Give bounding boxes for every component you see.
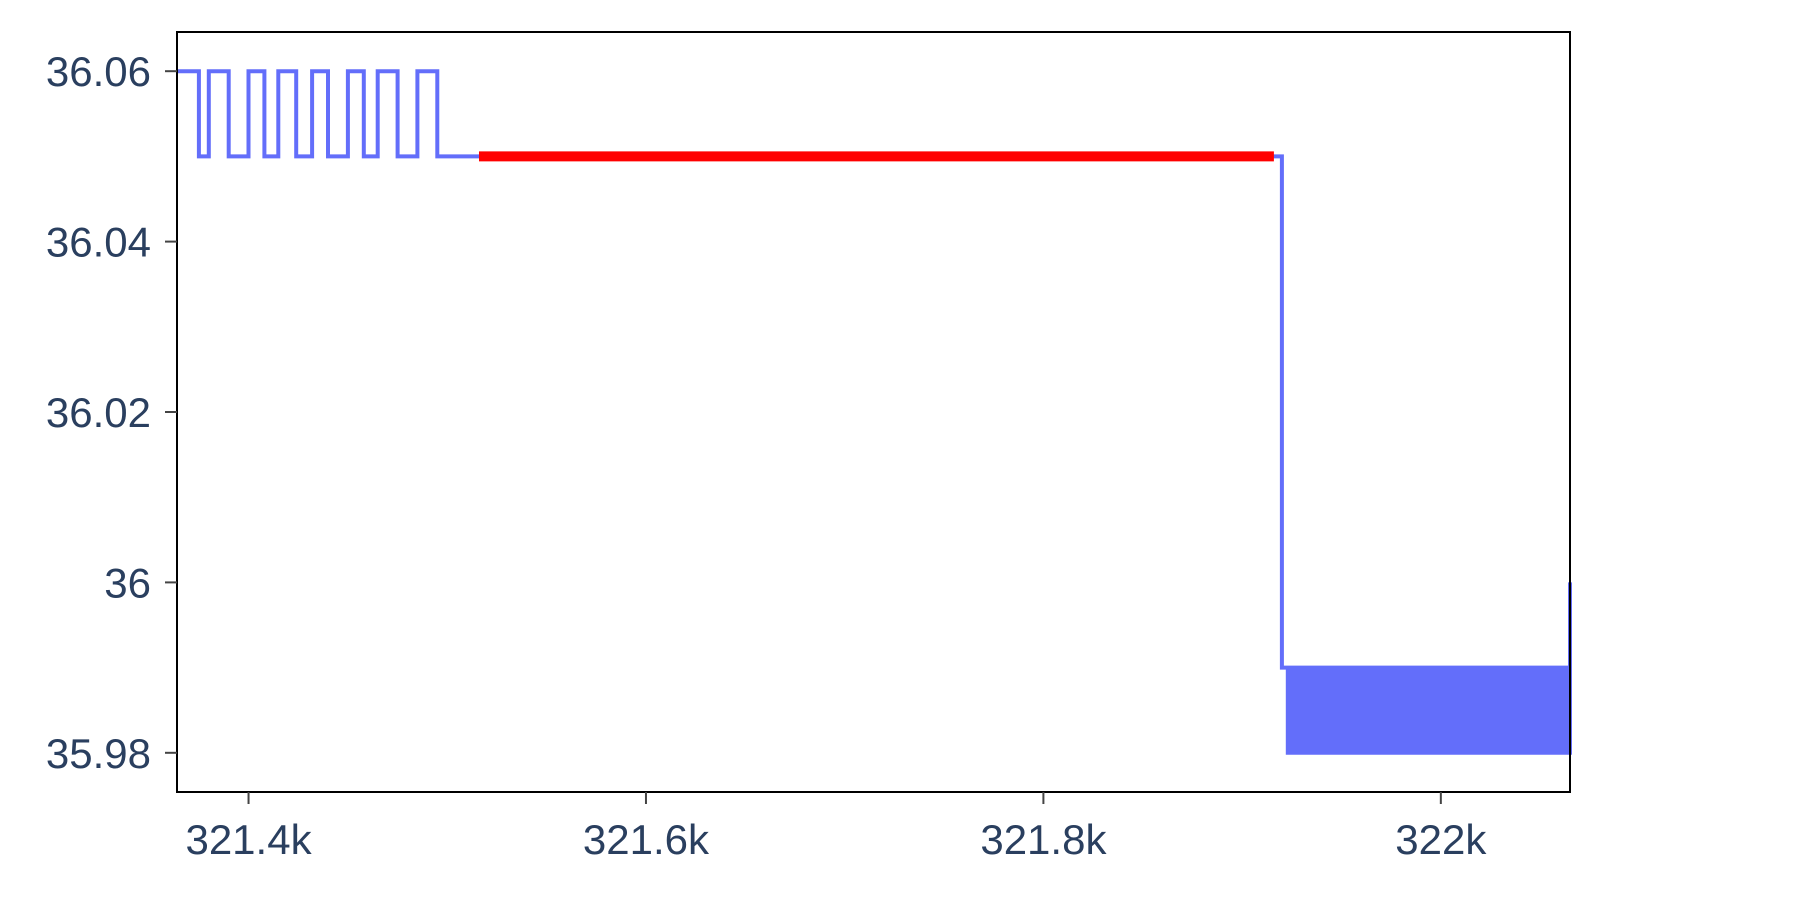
series-layer <box>177 69 1572 755</box>
y-tick-label: 36.06 <box>46 48 151 95</box>
x-tick-label: 321.4k <box>185 816 312 863</box>
series-line <box>177 69 1572 755</box>
x-tick-label: 321.6k <box>583 816 710 863</box>
y-tick-label: 36.02 <box>46 389 151 436</box>
x-tick-label: 322k <box>1395 816 1487 863</box>
y-tick-label: 36.04 <box>46 219 151 266</box>
y-tick-label: 35.98 <box>46 730 151 777</box>
axis-layer: 321.4k 321.6k 321.8k 322k 35.98 36 36.02 36.04 3… <box>46 48 1487 863</box>
y-tick-label: 36 <box>104 559 151 606</box>
x-tick-label: 321.8k <box>980 816 1107 863</box>
